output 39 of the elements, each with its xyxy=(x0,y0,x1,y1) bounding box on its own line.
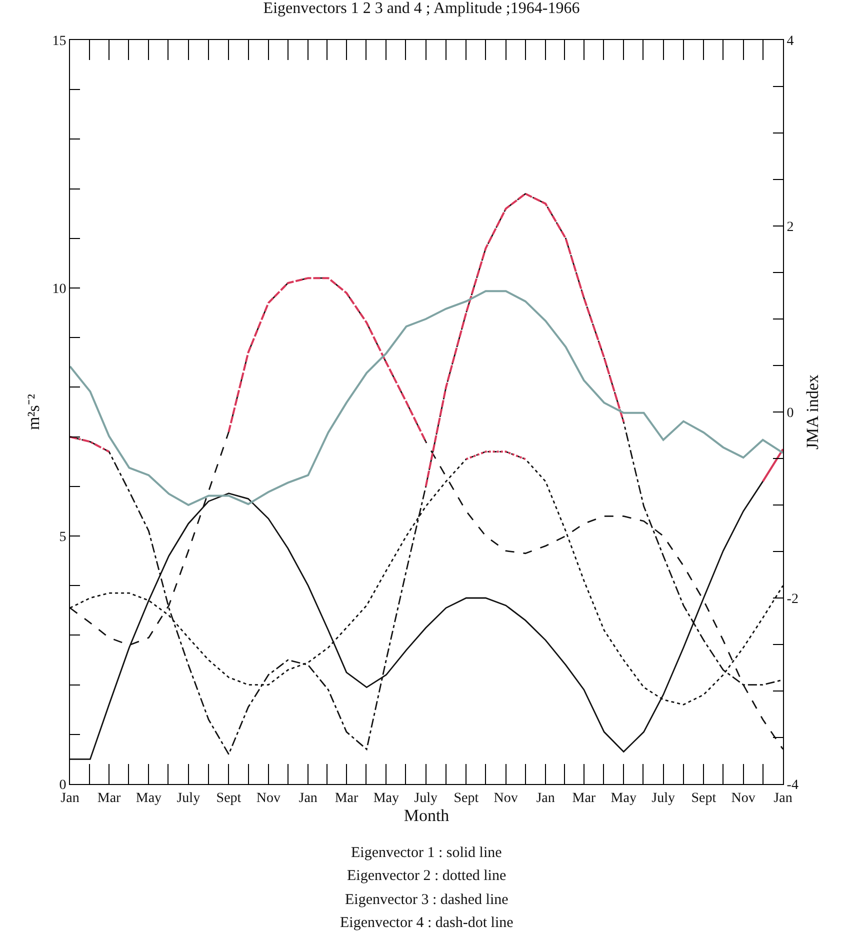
x-tick-label: July xyxy=(652,790,675,806)
line-series xyxy=(424,192,625,488)
x-tick-label: Mar xyxy=(334,790,358,806)
x-tick-label: May xyxy=(136,790,162,806)
y2-axis-title: JMA index xyxy=(802,374,822,450)
x-tick-label: Sept xyxy=(691,790,716,806)
text: Eigenvector 4 : dash-dot line xyxy=(340,915,514,931)
x-tick-label: Jan xyxy=(774,790,792,806)
x-tick-label: Nov xyxy=(494,790,518,806)
y-tick-label: 15 xyxy=(52,34,66,49)
x-tick-label: Nov xyxy=(256,790,280,806)
text: Eigenvector 2 : dotted line xyxy=(347,868,506,884)
x-tick-label: Sept xyxy=(216,790,242,806)
x-tick-label: Sept xyxy=(454,790,479,806)
y2-tick-label: -2 xyxy=(786,592,798,607)
x-tick-label: May xyxy=(373,790,400,806)
text: Eigenvector 3 : dashed line xyxy=(345,892,509,908)
y2-tick-label: 0 xyxy=(786,406,794,421)
x-axis-title: Month xyxy=(404,806,450,825)
line-series xyxy=(228,277,427,443)
y2-tick-label: 2 xyxy=(786,220,794,235)
y2-tick-label: -4 xyxy=(786,778,798,793)
line-series xyxy=(70,290,783,506)
x-tick-label: Mar xyxy=(97,790,122,806)
x-tick-label: July xyxy=(176,790,200,806)
text: Eigenvector 1 : solid line xyxy=(351,845,502,861)
y-tick-label: 0 xyxy=(59,778,66,793)
y-axis-title: m²s⁻² xyxy=(24,394,43,430)
y-tick-label: 5 xyxy=(59,530,66,545)
x-tick-label: Jan xyxy=(298,790,318,806)
x-tick-label: Jan xyxy=(536,790,555,806)
y2-tick-label: 4 xyxy=(786,34,794,49)
chart-title: Eigenvectors 1 2 3 and 4 ; Amplitude ;1964-1966 xyxy=(263,0,580,18)
x-tick-label: Mar xyxy=(572,790,596,806)
x-tick-label: July xyxy=(414,790,438,806)
y-tick-label: 10 xyxy=(52,282,66,297)
x-tick-label: Nov xyxy=(731,790,756,806)
x-tick-label: Jan xyxy=(60,790,80,806)
x-tick-label: May xyxy=(610,790,636,806)
